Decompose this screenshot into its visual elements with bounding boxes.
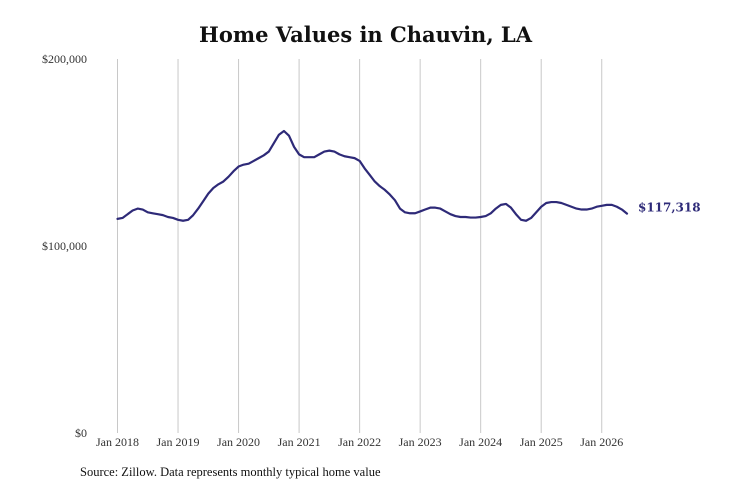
y-tick-label: $100,000: [42, 239, 87, 253]
x-tick-label: Jan 2023: [399, 435, 442, 449]
x-tick-label: Jan 2018: [96, 435, 139, 449]
x-tick-label: Jan 2020: [217, 435, 260, 449]
series-layer: [116, 129, 629, 222]
series-line: [116, 129, 629, 222]
x-tick-label: Jan 2021: [278, 435, 321, 449]
x-tick-label: Jan 2019: [157, 435, 200, 449]
x-tick-label: Jan 2024: [459, 435, 502, 449]
x-tick-label: Jan 2026: [580, 435, 623, 449]
y-tick-label: $200,000: [42, 52, 87, 66]
end-label-layer: $117,318: [638, 201, 701, 215]
x-tick-label: Jan 2022: [338, 435, 381, 449]
x-axis-ticks: Jan 2018 Jan 2019 Jan 2020 Jan 2021 Jan 2022…: [96, 435, 623, 449]
y-tick-label: $0: [75, 426, 87, 440]
x-tick-label: Jan 2025: [520, 435, 563, 449]
chart-title: Home Values in Chauvin, LA: [199, 22, 532, 47]
source-note: Source: Zillow. Data represents monthly …: [80, 465, 381, 479]
y-axis-ticks: $0 $100,000 $200,000: [42, 52, 87, 440]
grid-lines: [117, 59, 603, 433]
end-value-label: $117,318: [638, 201, 701, 215]
